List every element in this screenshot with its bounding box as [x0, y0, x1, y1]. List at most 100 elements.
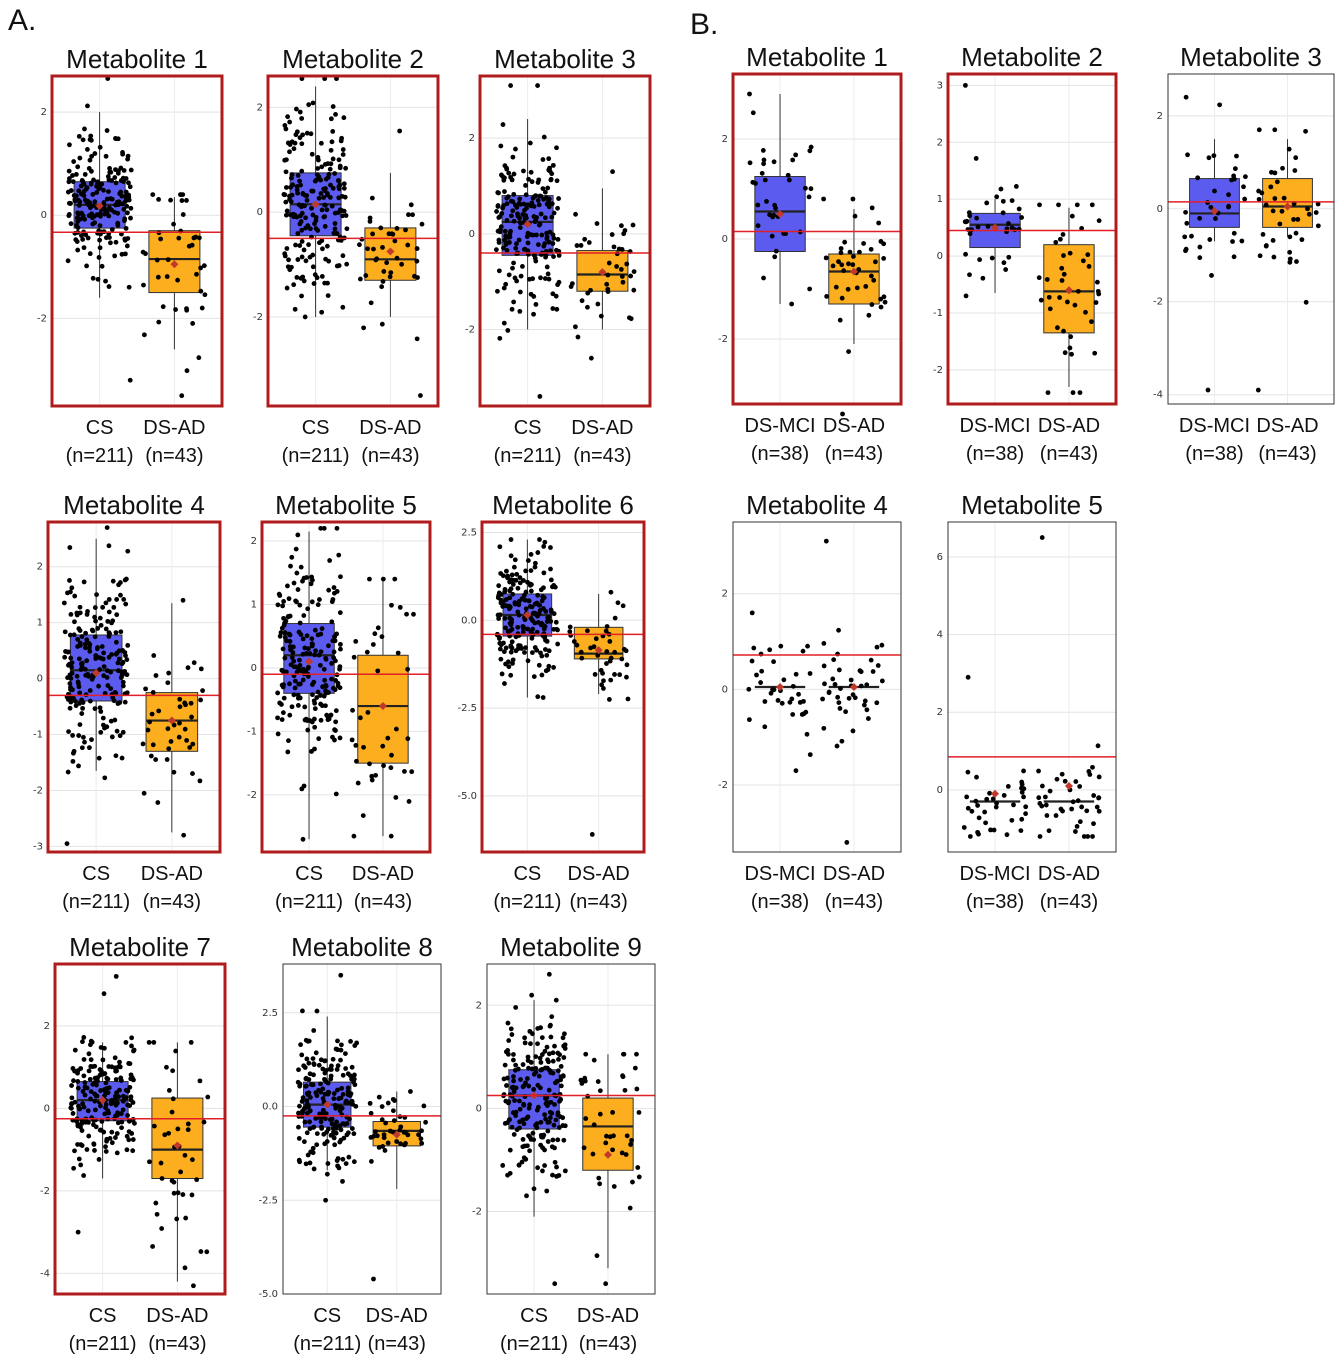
data-point [800, 648, 806, 654]
data-point [761, 157, 767, 163]
boxplot: 210-1-2 [247, 520, 432, 854]
data-point [510, 660, 515, 666]
data-point [1090, 834, 1095, 839]
data-point [184, 737, 190, 743]
data-point [75, 1079, 81, 1084]
y-tick-label: -2 [718, 780, 728, 791]
data-point [513, 146, 518, 152]
data-point [622, 1087, 628, 1093]
y-tick-label: -5.0 [258, 1289, 278, 1300]
data-point [542, 1112, 548, 1118]
data-point [299, 210, 305, 216]
data-point [102, 775, 108, 781]
data-point [67, 578, 72, 583]
data-point [838, 246, 844, 251]
data-point [1009, 817, 1015, 823]
data-point [198, 666, 204, 672]
data-point [390, 1108, 396, 1114]
data-point [964, 218, 970, 224]
data-point [393, 726, 399, 732]
data-point [411, 611, 416, 617]
data-point [1197, 255, 1203, 261]
data-point [285, 613, 291, 619]
boxplot: 20-2 [472, 963, 656, 1295]
data-point [771, 212, 777, 218]
data-point [994, 194, 1000, 200]
y-tick-label: 0 [722, 234, 728, 245]
data-point [110, 695, 116, 700]
data-point [105, 618, 111, 624]
data-point [548, 545, 553, 550]
data-point [990, 796, 996, 802]
data-point [508, 83, 513, 88]
data-point [599, 682, 605, 688]
data-point [500, 122, 506, 127]
y-tick-label: -2 [247, 790, 257, 801]
data-point [304, 633, 310, 639]
data-point [83, 630, 88, 636]
data-point [363, 273, 369, 278]
data-point [355, 780, 361, 786]
data-point [310, 682, 315, 687]
data-point [87, 642, 93, 647]
data-point [533, 302, 539, 307]
data-point [306, 664, 311, 670]
data-point [1090, 764, 1095, 770]
group-count: (n=211) [493, 445, 562, 467]
data-point [281, 695, 287, 701]
data-point [531, 674, 537, 680]
data-point [515, 646, 521, 652]
data-point [330, 1056, 336, 1062]
data-point [305, 1038, 311, 1044]
data-point [1184, 220, 1190, 226]
data-point [414, 246, 420, 251]
data-point [368, 300, 374, 306]
data-point [118, 1078, 124, 1083]
data-point [339, 1085, 345, 1091]
data-point [513, 1062, 519, 1068]
data-point [967, 834, 973, 839]
data-point [332, 221, 338, 226]
data-point [140, 249, 146, 255]
data-point [79, 634, 85, 639]
data-point [790, 712, 796, 717]
data-point [551, 1122, 557, 1128]
box [151, 1097, 204, 1179]
data-point [312, 700, 318, 706]
data-point [316, 1062, 322, 1068]
y-tick-label: -2.5 [457, 703, 477, 714]
data-point [531, 1186, 537, 1192]
data-point [1001, 260, 1007, 266]
data-point [105, 174, 111, 179]
data-point [198, 288, 204, 294]
data-point [325, 293, 331, 299]
data-point [123, 576, 129, 582]
data-point [297, 109, 303, 115]
data-point [158, 1160, 164, 1166]
data-point [345, 1071, 351, 1077]
data-point [286, 596, 292, 602]
data-point [759, 668, 765, 674]
data-point [320, 1066, 326, 1072]
data-point [618, 223, 624, 229]
data-point [295, 692, 301, 698]
group-name: CS [88, 1305, 117, 1327]
data-point [1084, 808, 1090, 814]
data-point [151, 1039, 157, 1045]
data-point [503, 603, 509, 609]
data-point [158, 236, 164, 242]
data-point [287, 197, 292, 202]
group-name: DS-AD [365, 1305, 428, 1327]
data-point [511, 299, 517, 305]
data-point [280, 603, 286, 609]
data-point [120, 729, 126, 735]
data-point [122, 218, 127, 224]
data-point [524, 234, 530, 240]
data-point [340, 1091, 346, 1097]
data-point [204, 1249, 210, 1255]
data-point [75, 636, 81, 642]
chart-title: Metabolite 5 [275, 490, 417, 520]
data-point [542, 1163, 547, 1168]
data-point [528, 169, 534, 175]
data-point [786, 177, 792, 183]
